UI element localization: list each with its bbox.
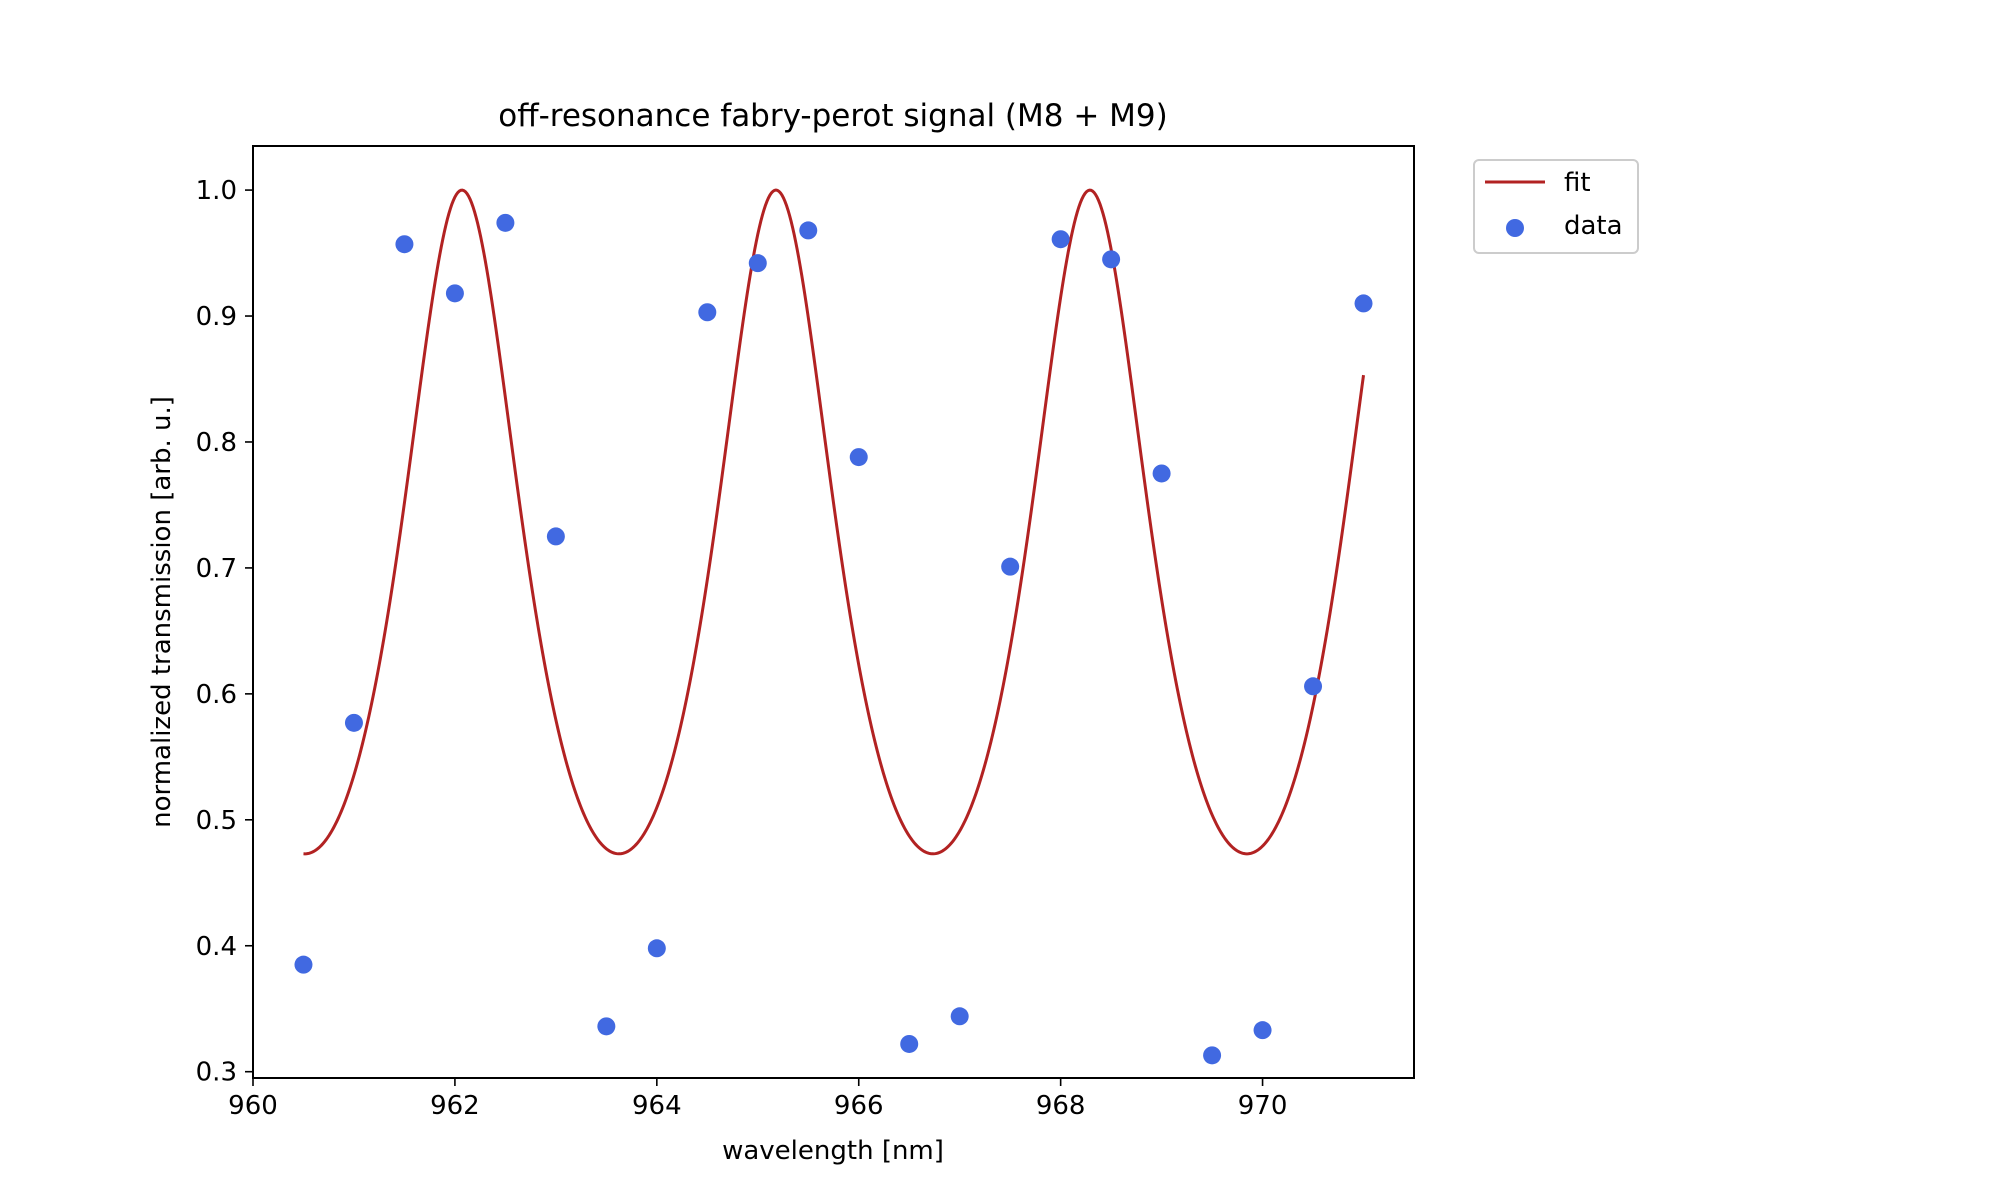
- plot-frame: [252, 145, 1415, 1079]
- data-point: [950, 1007, 969, 1026]
- legend-data-label: data: [1564, 211, 1623, 241]
- data-point: [799, 221, 818, 240]
- y-tick-label: 0.6: [196, 680, 237, 710]
- data-point: [294, 955, 313, 974]
- data-point: [1152, 464, 1171, 483]
- data-point: [849, 448, 868, 467]
- data-point: [1203, 1046, 1222, 1065]
- data-point: [1253, 1021, 1272, 1040]
- x-tick-label: 960: [228, 1091, 278, 1121]
- data-point: [1051, 230, 1070, 249]
- data-point: [647, 939, 666, 958]
- data-point: [1304, 677, 1323, 696]
- data-point: [496, 213, 515, 232]
- scatter-layer: [294, 213, 1373, 1065]
- x-tick-label: 970: [1238, 1091, 1288, 1121]
- fit-layer: [303, 188, 1366, 856]
- y-tick-label: 0.9: [196, 302, 237, 332]
- chart-title: off-resonance fabry-perot signal (M8 + M…: [498, 98, 1168, 134]
- plot-area: [252, 145, 1415, 1079]
- y-axis: 0.3 0.4 0.5 0.6 0.7 0.8 0.9 1.0: [196, 176, 253, 1088]
- x-axis: 960 962 964 966 968 970: [228, 1078, 1287, 1121]
- x-tick-label: 966: [834, 1091, 884, 1121]
- legend-fit-label: fit: [1564, 168, 1591, 198]
- y-tick-label: 1.0: [196, 176, 237, 206]
- x-tick-label: 968: [1036, 1091, 1086, 1121]
- data-point: [748, 254, 767, 273]
- data-point: [395, 235, 414, 254]
- data-point: [1354, 294, 1373, 313]
- y-tick-label: 0.5: [196, 806, 237, 836]
- data-point: [546, 527, 565, 546]
- y-tick-label: 0.3: [196, 1058, 237, 1088]
- x-tick-label: 964: [632, 1091, 682, 1121]
- legend-data-swatch: [1506, 219, 1524, 237]
- data-point: [1102, 250, 1121, 269]
- data-point: [344, 713, 363, 732]
- legend: fit data: [1473, 159, 1639, 254]
- data-point: [900, 1034, 919, 1053]
- data-point: [445, 284, 464, 303]
- data-point: [1001, 557, 1020, 576]
- fit-line: [303, 188, 1366, 856]
- data-point: [698, 303, 717, 322]
- data-point: [597, 1017, 616, 1036]
- y-tick-label: 0.8: [196, 428, 237, 458]
- y-tick-label: 0.7: [196, 554, 237, 584]
- y-tick-label: 0.4: [196, 932, 237, 962]
- x-axis-label: wavelength [nm]: [722, 1136, 944, 1166]
- y-axis-label: normalized transmission [arb. u.]: [147, 396, 177, 828]
- x-tick-label: 962: [430, 1091, 480, 1121]
